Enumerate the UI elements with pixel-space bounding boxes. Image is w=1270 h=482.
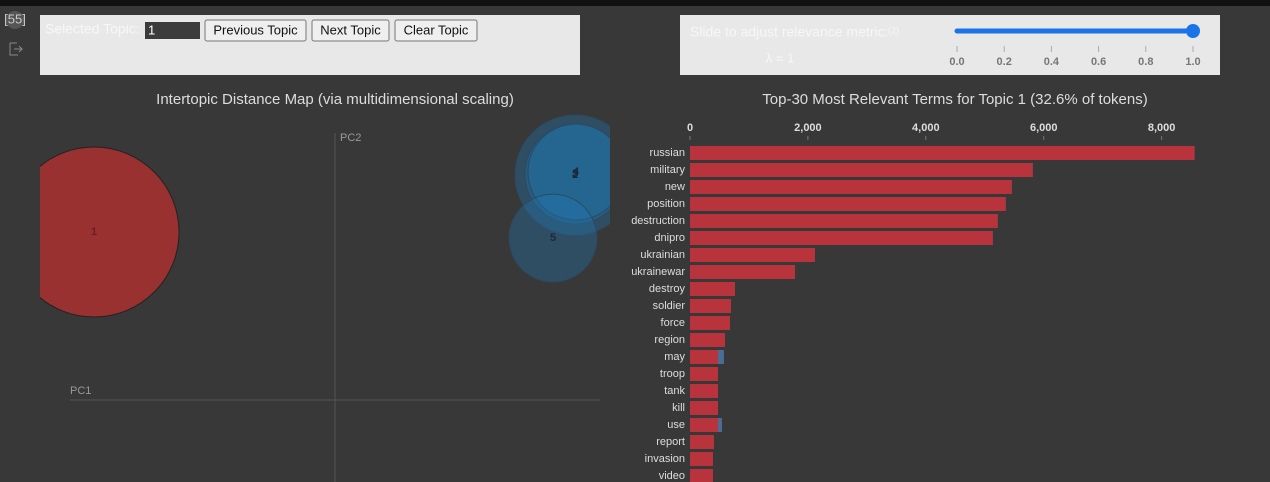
term-label: force — [661, 317, 685, 329]
button[interactable] — [204, 19, 307, 42]
x-tick-label: 2,000 — [794, 122, 822, 134]
cell-prompt: [55] — [4, 11, 26, 26]
term-bar — [690, 299, 731, 313]
lambda-label: λ = 1 — [766, 50, 795, 65]
term-label: military — [650, 164, 685, 176]
term-bar — [690, 231, 993, 245]
term-bar — [690, 452, 713, 466]
x-tick-label: 6,000 — [1030, 122, 1058, 134]
term-label: russian — [650, 147, 685, 159]
topic-circle[interactable] — [514, 114, 635, 236]
term-bar — [690, 435, 714, 449]
term-label: destruction — [631, 215, 685, 227]
term-label: dnipro — [654, 232, 685, 244]
output-icon — [9, 42, 24, 56]
term-bar — [690, 401, 719, 415]
slider-note: (2) — [888, 25, 899, 35]
term-bar — [690, 163, 1033, 177]
term-title: Top-30 Most Relevant Terms for Topic 1 (… — [762, 91, 1147, 108]
x-tick-label: 8,000 — [1148, 122, 1176, 134]
run-indicator — [6, 11, 24, 29]
topic-label: 4 — [573, 166, 580, 178]
term-bar — [690, 248, 815, 262]
slider[interactable]: 0.0 0.2 0.4 0.6 0.8 1.0 — [949, 24, 1201, 68]
topic-input[interactable] — [145, 22, 200, 39]
term-bar — [690, 350, 719, 364]
topic-panel — [40, 15, 580, 75]
term-label: kill — [672, 402, 685, 414]
topic-label: 2 — [572, 169, 578, 181]
term-bar — [690, 333, 725, 347]
term-label: troop — [660, 368, 685, 380]
topic-circles: 1 234 5 — [9, 114, 635, 318]
term-label: may — [664, 351, 685, 363]
term-label: use — [667, 419, 685, 431]
term-bar — [690, 418, 719, 432]
slider-tick-label: 1.0 — [1185, 56, 1200, 68]
slider-label: Slide to adjust relevance metric: — [690, 24, 888, 40]
topic-circle[interactable] — [527, 123, 624, 221]
topic-circle[interactable] — [508, 193, 598, 283]
term-label: region — [654, 334, 685, 346]
term-label: new — [665, 181, 685, 193]
x-tick-label: 4,000 — [912, 122, 940, 134]
slider-tick-label: 0.6 — [1091, 56, 1106, 68]
term-label: soldier — [653, 300, 686, 312]
term-bar — [690, 197, 1006, 211]
pc2-label: PC2 — [340, 132, 361, 144]
slider-thumb[interactable] — [1186, 24, 1200, 38]
slider-panel — [680, 15, 1220, 75]
term-bars: 0 2,000 4,000 6,000 8,000 russian military new p… — [631, 122, 1195, 482]
topic-map: PC1 PC2 1 234 5 — [9, 114, 635, 482]
term-label: report — [656, 436, 685, 448]
term-bar — [690, 384, 719, 398]
slider-tick-label: 0.2 — [997, 56, 1012, 68]
button[interactable] — [394, 19, 478, 42]
slider-tick-label: 0.4 — [1044, 56, 1060, 68]
button[interactable] — [311, 19, 390, 42]
term-label: tank — [664, 385, 685, 397]
term-bar — [690, 180, 1012, 194]
topic-label: Selected Topic: — [45, 21, 140, 37]
map-title: Intertopic Distance Map (via multidimens… — [156, 91, 514, 108]
term-bar — [690, 367, 719, 381]
x-tick-label: 0 — [687, 122, 693, 134]
term-label: ukrainewar — [631, 266, 685, 278]
pc1-label: PC1 — [70, 385, 91, 397]
term-label: invasion — [645, 453, 685, 465]
top-bar — [0, 0, 1270, 6]
button-label[interactable]: Next Topic — [320, 22, 381, 37]
topic-circle[interactable] — [9, 146, 180, 318]
button-label[interactable]: Previous Topic — [213, 22, 298, 37]
term-label: video — [659, 470, 685, 482]
term-label: destroy — [649, 283, 686, 295]
term-bar — [690, 214, 998, 228]
topic-label: 1 — [91, 226, 97, 238]
term-bar — [690, 469, 713, 482]
term-label: position — [647, 198, 685, 210]
topic-value[interactable]: 1 — [148, 22, 155, 37]
topic-label: 5 — [550, 232, 556, 244]
topic-label: 3 — [572, 168, 578, 180]
term-bar — [690, 265, 795, 279]
term-bar — [690, 146, 1195, 160]
slider-tick-label: 0.0 — [949, 56, 964, 68]
term-bar — [690, 282, 735, 296]
slider-tick-label: 0.8 — [1138, 56, 1153, 68]
button-label[interactable]: Clear Topic — [404, 22, 469, 37]
term-bar — [690, 316, 730, 330]
button-group: Previous Topic Next Topic Clear Topic — [204, 19, 478, 42]
term-label: ukrainian — [640, 249, 685, 261]
